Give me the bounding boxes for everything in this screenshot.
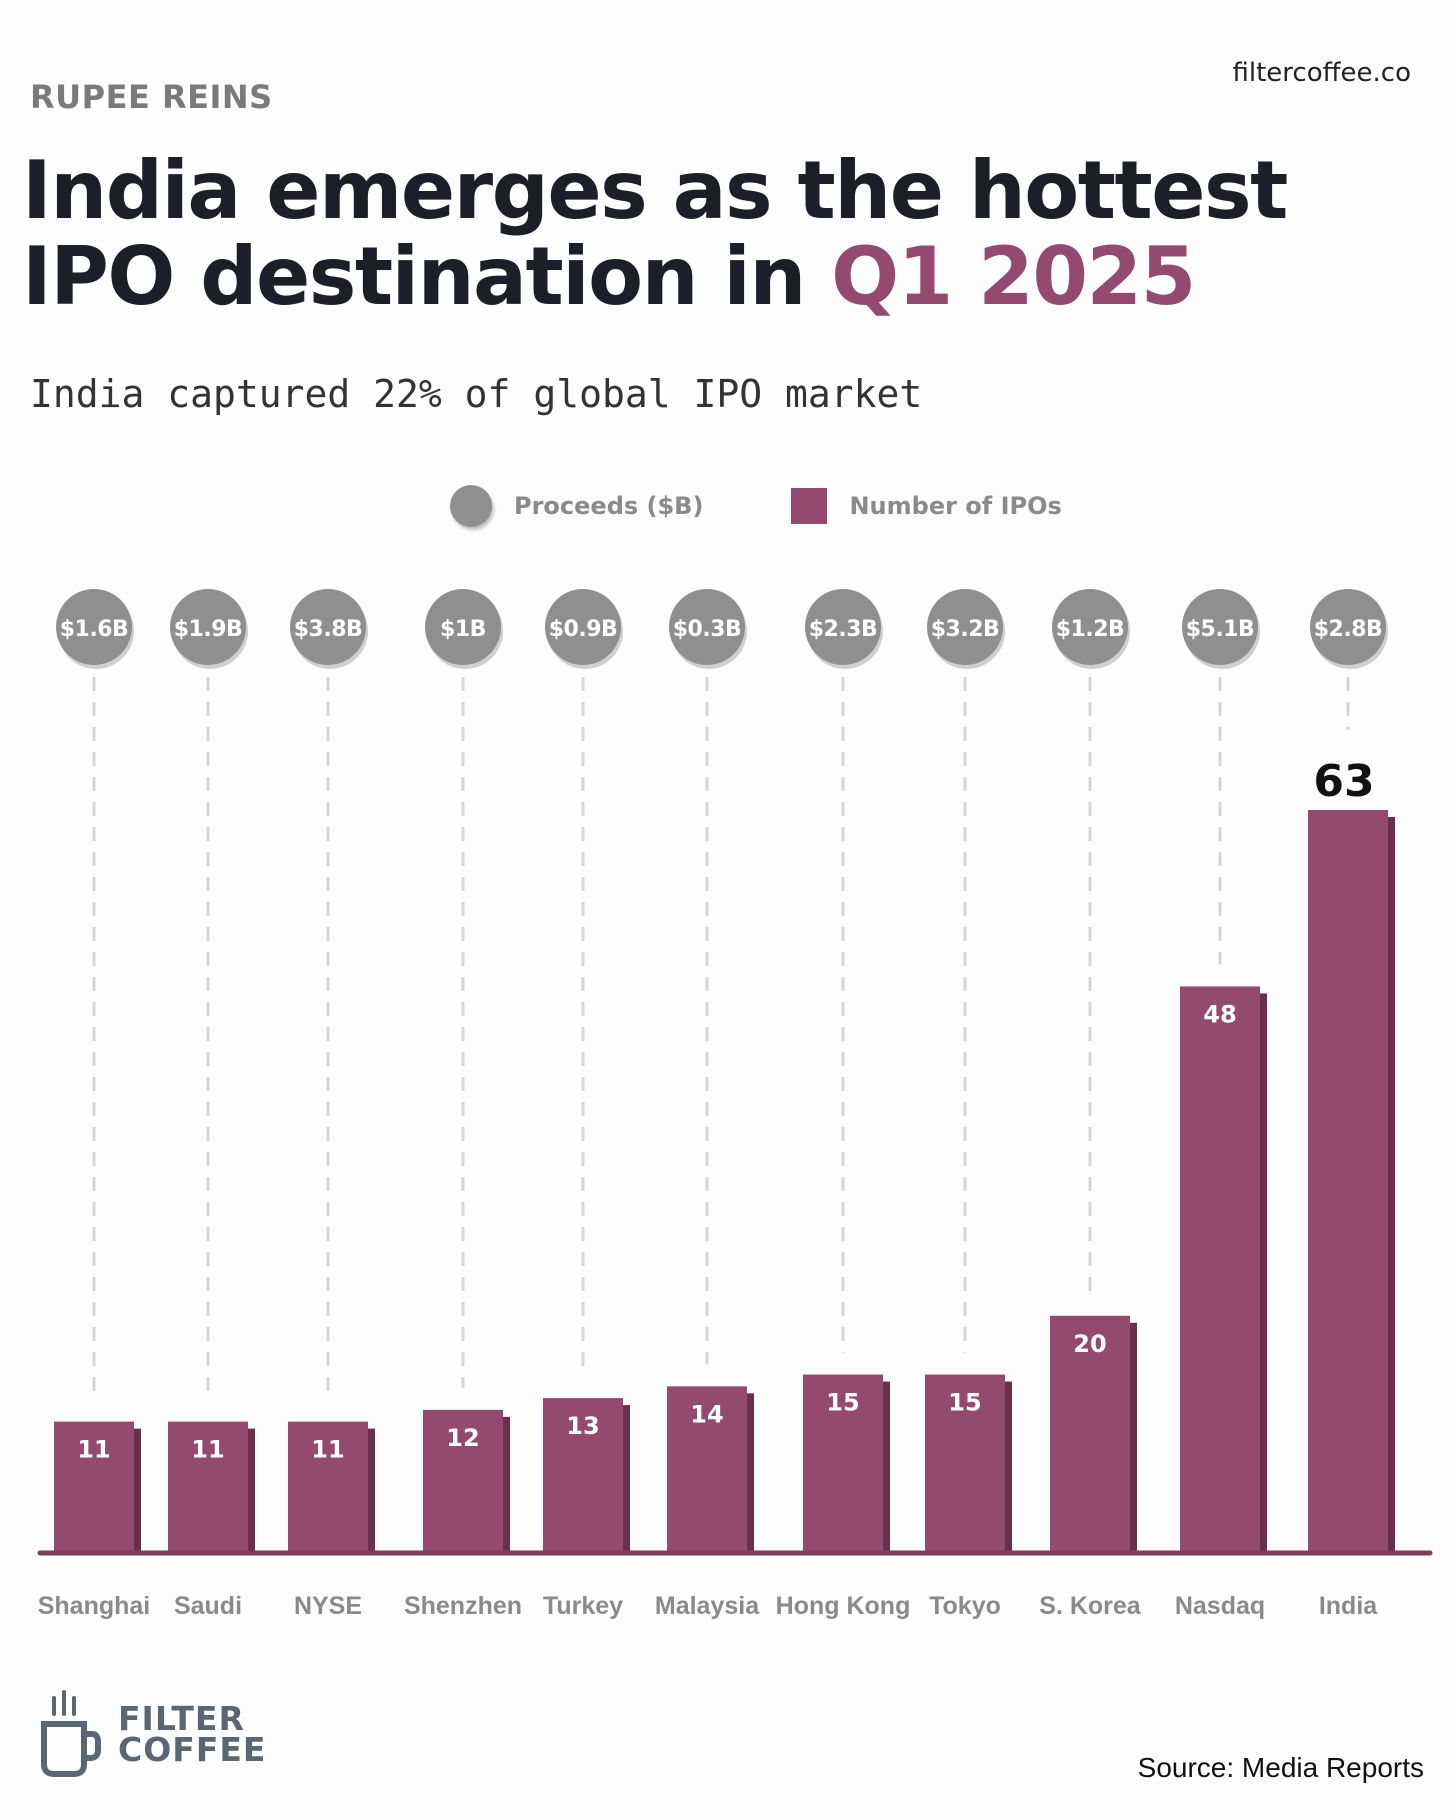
headline-highlight: Q1 2025 xyxy=(831,230,1196,323)
bar-saudi xyxy=(168,1421,248,1551)
category-label-tokyo: Tokyo xyxy=(929,1592,1001,1620)
proceeds-bubble-india xyxy=(1310,589,1386,665)
brand-name: FILTER COFFEE xyxy=(118,1699,267,1769)
proceeds-label-shanghai: $1.6B xyxy=(60,617,129,642)
bar-value-hong-kong: 15 xyxy=(826,1389,859,1417)
category-label-saudi: Saudi xyxy=(174,1592,242,1620)
proceeds-bubble-nasdaq xyxy=(1182,589,1258,665)
proceeds-label-saudi: $1.9B xyxy=(174,617,243,642)
proceeds-bubble-malaysia xyxy=(669,589,745,665)
category-label-india: India xyxy=(1319,1592,1378,1620)
bar-value-nasdaq: 48 xyxy=(1203,1000,1236,1028)
proceeds-label-tokyo: $3.2B xyxy=(931,617,1000,642)
bar-malaysia xyxy=(667,1386,747,1551)
proceeds-bubble-turkey xyxy=(545,589,621,665)
proceeds-label-nyse: $3.8B xyxy=(294,617,363,642)
subtitle: India captured 22% of global IPO market xyxy=(30,372,923,416)
bar-turkey xyxy=(543,1398,623,1551)
proceeds-bubble-saudi xyxy=(170,589,246,665)
category-label-turkey: Turkey xyxy=(543,1592,623,1620)
proceeds-label-turkey: $0.9B xyxy=(549,617,618,642)
bar-nasdaq xyxy=(1180,986,1260,1551)
brand-logo: FILTER COFFEE xyxy=(40,1690,266,1778)
bar-tokyo xyxy=(925,1374,1005,1551)
proceeds-label-s-korea: $1.2B xyxy=(1056,617,1125,642)
category-label-hong-kong: Hong Kong xyxy=(776,1592,911,1620)
bar-value-saudi: 11 xyxy=(191,1436,224,1464)
bar-value-shenzhen: 12 xyxy=(446,1424,479,1452)
bar-value-tokyo: 15 xyxy=(948,1389,981,1417)
coffee-cup-icon xyxy=(41,1690,101,1777)
category-label-malaysia: Malaysia xyxy=(655,1592,760,1620)
proceeds-label-shenzhen: $1B xyxy=(440,617,486,642)
proceeds-bubble-shanghai xyxy=(56,589,132,665)
proceeds-label-india: $2.8B xyxy=(1314,617,1383,642)
proceeds-bubble-s-korea xyxy=(1052,589,1128,665)
legend-proceeds-label: Proceeds ($B) xyxy=(514,492,704,520)
proceeds-label-hong-kong: $2.3B xyxy=(809,617,878,642)
bar-s-korea xyxy=(1050,1315,1130,1551)
bar-shanghai xyxy=(54,1421,134,1551)
proceeds-bubble-nyse xyxy=(290,589,366,665)
headline-main: India emerges as the hottest IPO destina… xyxy=(22,144,1288,323)
section-eyebrow: RUPEE REINS xyxy=(30,78,273,116)
proceeds-bubble-shenzhen xyxy=(425,589,501,665)
bar-nyse xyxy=(288,1421,368,1551)
bar-value-nyse: 11 xyxy=(311,1436,344,1464)
proceeds-label-nasdaq: $5.1B xyxy=(1186,617,1255,642)
bar-value-shanghai: 11 xyxy=(77,1436,110,1464)
bar-shenzhen xyxy=(423,1409,503,1551)
bar-hong-kong xyxy=(803,1374,883,1551)
site-url[interactable]: filtercoffee.co xyxy=(1232,58,1411,88)
category-label-shanghai: Shanghai xyxy=(38,1592,151,1620)
category-label-s-korea: S. Korea xyxy=(1039,1592,1142,1620)
category-label-nyse: NYSE xyxy=(294,1592,362,1620)
proceeds-bubble-hong-kong xyxy=(805,589,881,665)
brand-line-2: COFFEE xyxy=(118,1730,267,1769)
brand-line-1: FILTER xyxy=(118,1699,245,1738)
source-note: Source: Media Reports xyxy=(1137,1752,1424,1783)
category-label-nasdaq: Nasdaq xyxy=(1175,1592,1265,1620)
bar-value-malaysia: 14 xyxy=(690,1400,723,1428)
proceeds-label-malaysia: $0.3B xyxy=(673,617,742,642)
proceeds-bubble-tokyo xyxy=(927,589,1003,665)
legend-ipos-label: Number of IPOs xyxy=(849,492,1062,520)
chart-legend: Proceeds ($B) Number of IPOs xyxy=(450,484,1062,528)
bar-india xyxy=(1308,810,1388,1551)
category-label-shenzhen: Shenzhen xyxy=(404,1592,522,1620)
legend-proceeds-swatch xyxy=(450,485,492,527)
bar-value-s-korea: 20 xyxy=(1073,1330,1106,1358)
legend-ipos-swatch xyxy=(791,488,828,524)
bar-value-india: 63 xyxy=(1313,756,1374,807)
headline: India emerges as the hottest IPO destina… xyxy=(22,148,1442,320)
ipo-bar-chart: $1.6B 11 Shanghai $1.9B 11 Saudi $3.8B 11 NYSE $1… xyxy=(37,589,1433,1620)
bar-value-turkey: 13 xyxy=(566,1412,599,1440)
